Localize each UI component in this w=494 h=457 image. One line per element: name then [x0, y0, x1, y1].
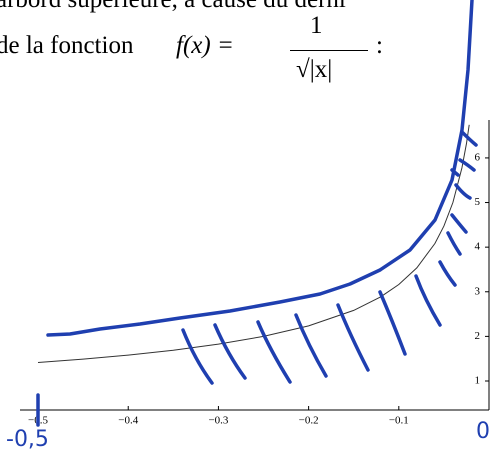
hand-curve: [46, 0, 474, 337]
y-tick-label: 2: [475, 330, 481, 342]
denominator: √|x|: [296, 56, 333, 83]
hatch: [181, 130, 478, 385]
function-curve: [37, 124, 470, 363]
y-tick-label: 1: [475, 375, 481, 387]
fraction-bar: [290, 50, 368, 51]
numerator: 1: [310, 12, 323, 39]
x-tick-label: −0.1: [389, 415, 409, 427]
x-tick-label: −0.3: [208, 415, 228, 427]
y-tick-label: 4: [475, 241, 481, 253]
text-line: de la fonction: [0, 32, 134, 59]
y-tick-label: 6: [475, 151, 481, 163]
hand-label: 0: [476, 419, 490, 444]
y-tick-label: 5: [475, 196, 481, 208]
text-line: arbord supérieure, à cause du derni: [0, 0, 346, 14]
colon: :: [376, 32, 383, 59]
x-tick-label: −0.2: [299, 415, 319, 427]
y-tick-label: 3: [475, 285, 481, 297]
x-tick-label: −0.4: [118, 415, 138, 427]
formula: f(x) =: [176, 32, 234, 59]
hand-label: -0,5: [6, 427, 49, 452]
